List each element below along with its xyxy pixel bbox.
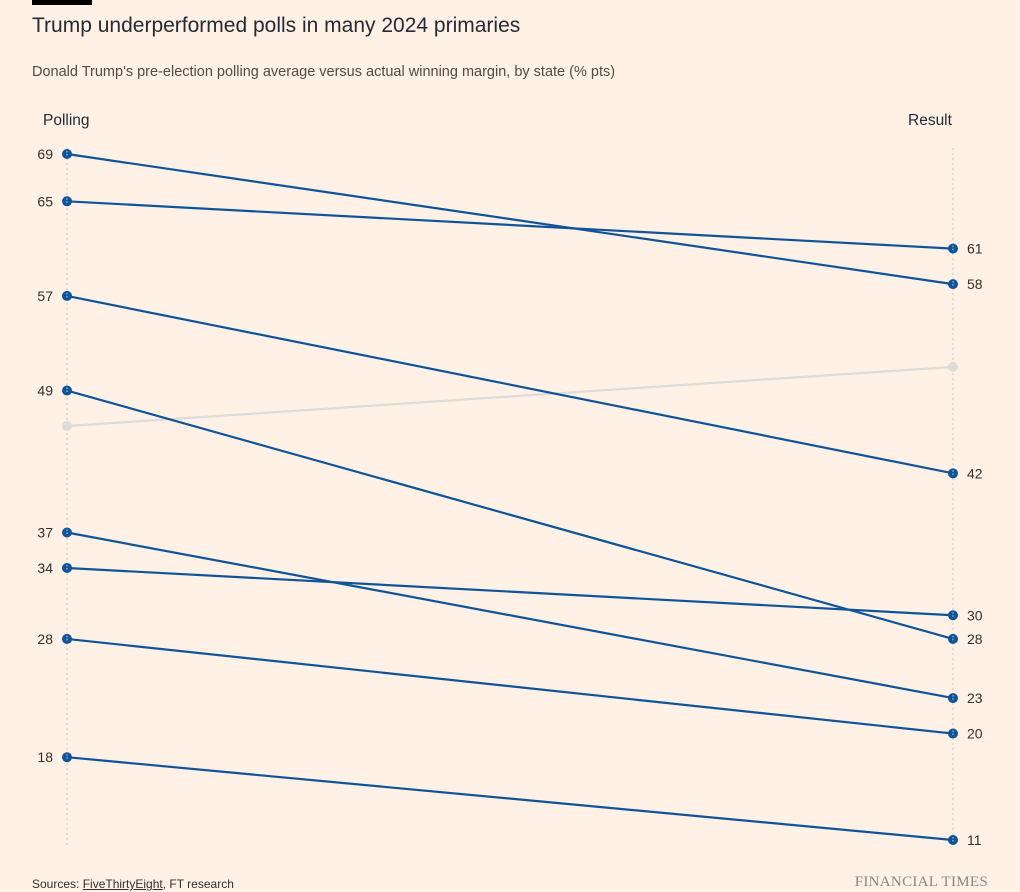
slope-line-6 bbox=[66, 637, 954, 735]
slope-line-4 bbox=[66, 531, 954, 700]
polling-axis-label: Polling bbox=[43, 112, 90, 129]
slope-line-1 bbox=[66, 200, 954, 250]
polling-value-label-6: 28 bbox=[37, 631, 53, 647]
ft-logo: FINANCIAL TIMES bbox=[854, 874, 988, 890]
chart-title: Trump underperformed polls in many 2024 … bbox=[32, 14, 521, 37]
top-accent-bar bbox=[32, 0, 92, 5]
result-value-label-2: 42 bbox=[967, 465, 983, 481]
result-value-label-1: 61 bbox=[967, 241, 983, 257]
polling-value-label-1: 65 bbox=[37, 193, 53, 209]
source-suffix: , FT research bbox=[162, 877, 234, 891]
result-value-label-0: 58 bbox=[967, 276, 983, 292]
source-link-fivethirtyeight[interactable]: FiveThirtyEight bbox=[82, 877, 163, 891]
slope-line-7 bbox=[66, 756, 954, 842]
result-point-8 bbox=[948, 361, 958, 372]
chart-subtitle: Donald Trump's pre-election polling aver… bbox=[32, 64, 616, 80]
polling-value-label-3: 49 bbox=[37, 383, 53, 399]
result-value-label-5: 30 bbox=[967, 607, 983, 623]
slope-line-3 bbox=[66, 389, 954, 640]
polling-value-label-7: 18 bbox=[37, 749, 53, 765]
result-value-label-4: 23 bbox=[967, 690, 983, 706]
slope-line-0 bbox=[66, 152, 954, 286]
result-value-label-7: 11 bbox=[967, 832, 982, 848]
slope-line-2 bbox=[66, 294, 954, 475]
result-axis-label: Result bbox=[908, 112, 952, 129]
source-prefix: Sources: bbox=[32, 877, 83, 891]
source-note: Sources: FiveThirtyEight, FT research bbox=[32, 877, 234, 891]
result-value-label-3: 28 bbox=[967, 631, 983, 647]
polling-value-label-2: 57 bbox=[37, 288, 53, 304]
slope-line-8 bbox=[66, 365, 954, 428]
polling-value-label-4: 37 bbox=[37, 524, 53, 540]
polling-point-8 bbox=[62, 421, 72, 432]
polling-value-label-5: 34 bbox=[37, 560, 53, 576]
polling-value-label-0: 69 bbox=[37, 146, 53, 162]
slope-line-5 bbox=[66, 566, 954, 617]
result-value-label-6: 20 bbox=[967, 726, 983, 742]
